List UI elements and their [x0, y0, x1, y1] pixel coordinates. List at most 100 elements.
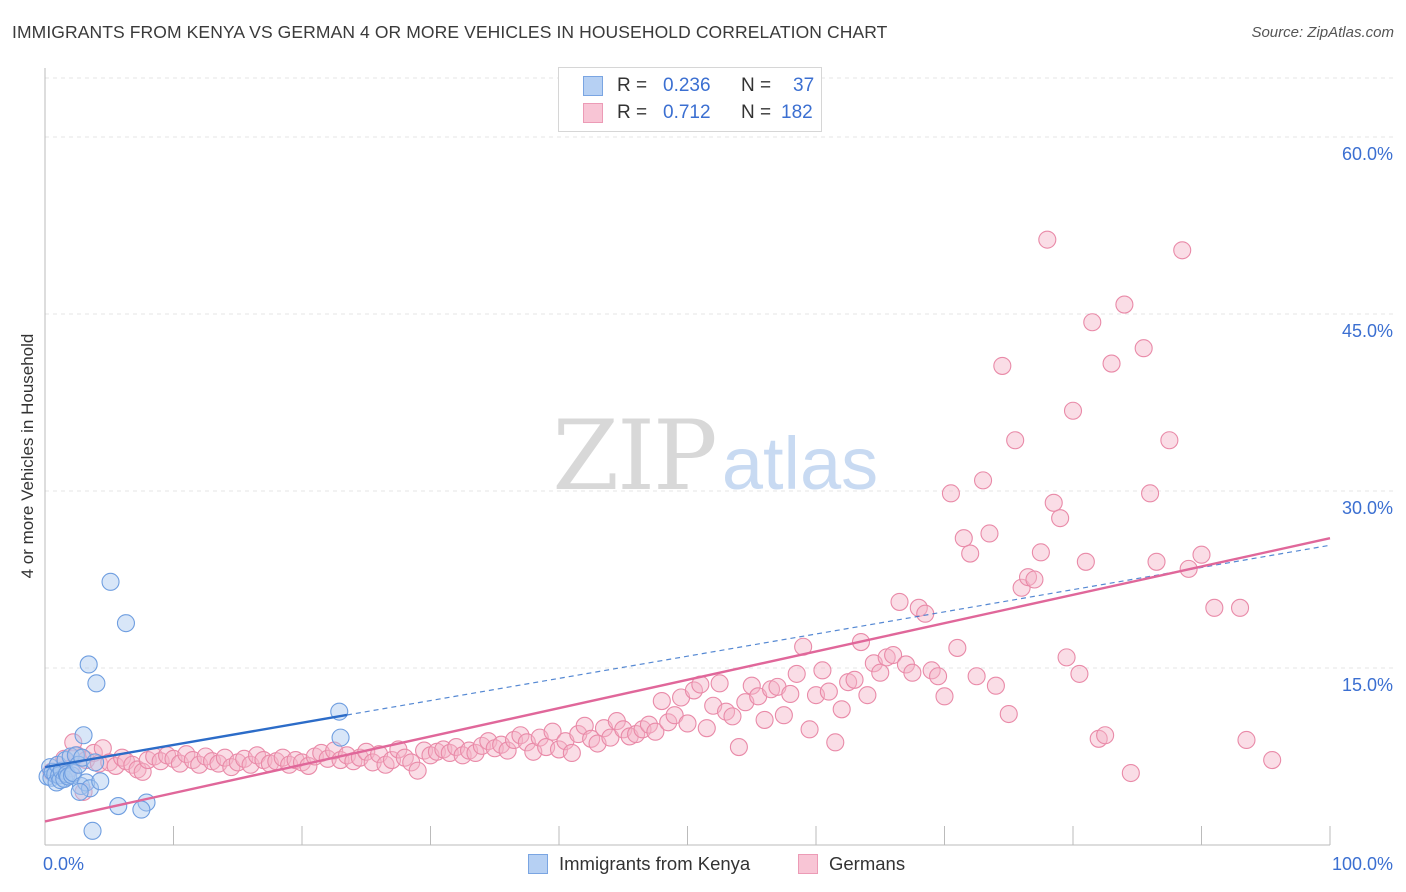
germans-point: [781, 684, 800, 704]
germans-point: [511, 726, 530, 745]
germans-point: [601, 728, 620, 747]
y-tick-label: 60.0%: [1342, 144, 1393, 164]
germans-point: [1006, 431, 1025, 450]
kenya-point: [74, 726, 93, 745]
legend-item-germans: Germans: [798, 853, 905, 875]
germans-point: [1051, 509, 1070, 528]
germans-point: [755, 710, 774, 729]
kenya-point: [331, 728, 350, 747]
germans-point: [954, 529, 973, 548]
r-value: 0.712: [663, 102, 711, 123]
germans-point: [652, 691, 671, 711]
germans-point: [1134, 339, 1153, 358]
germans-point: [729, 738, 748, 757]
germans-point: [562, 743, 581, 763]
y-tick-label: 30.0%: [1342, 498, 1393, 518]
kenya-point: [83, 821, 102, 840]
germans-point: [1096, 726, 1115, 745]
germans-point: [1115, 295, 1134, 314]
x-tick-label: 100.0%: [1332, 854, 1393, 874]
germans-trend-line: [44, 537, 1331, 823]
germans-point: [1063, 401, 1083, 420]
germans-point: [133, 762, 152, 781]
germans-point: [999, 704, 1018, 724]
germans-point: [916, 604, 935, 623]
y-tick-label: 45.0%: [1342, 321, 1393, 341]
germans-point: [659, 713, 678, 732]
n-label: N =: [741, 75, 772, 96]
germans-point: [1102, 354, 1121, 373]
germans-point: [1038, 230, 1057, 249]
germans-point: [723, 707, 742, 726]
kenya-point: [87, 674, 106, 693]
germans-point: [800, 720, 819, 739]
germans-point: [961, 544, 980, 563]
germans-point: [408, 761, 427, 780]
kenya-point: [132, 800, 151, 819]
kenya-point: [70, 782, 89, 801]
germans-point: [1070, 664, 1089, 683]
series-legend: Immigrants from Kenya Germans: [0, 852, 1406, 878]
kenya-point: [80, 779, 100, 798]
r-label: R =: [617, 75, 648, 96]
germans-point: [1237, 730, 1256, 750]
germans-point: [1025, 570, 1044, 589]
germans-point: [993, 356, 1012, 375]
legend-swatch-kenya: [528, 854, 548, 874]
germans-point: [890, 592, 909, 611]
germans-point: [774, 706, 793, 725]
germans-point: [871, 663, 890, 682]
germans-point: [1192, 545, 1211, 564]
germans-point: [819, 682, 838, 701]
watermark-atlas: atlas: [722, 422, 878, 505]
germans-point: [543, 722, 562, 741]
germans-point: [1057, 648, 1076, 667]
kenya-point: [116, 614, 136, 633]
legend-item-kenya: Immigrants from Kenya: [528, 853, 750, 875]
legend-swatch-germans: [583, 103, 603, 123]
germans-point: [884, 645, 903, 665]
germans-point: [941, 484, 960, 503]
germans-point: [813, 661, 832, 680]
legend-row-kenya: R = 0.236 N = 37: [583, 74, 814, 98]
legend-swatch-kenya: [583, 76, 603, 96]
germans-point: [1076, 552, 1095, 571]
legend-row-germans: R = 0.712 N = 182: [583, 101, 813, 125]
germans-point: [1031, 543, 1050, 562]
legend-swatch-germans: [798, 854, 818, 874]
germans-point: [1231, 598, 1250, 617]
r-value: 0.236: [663, 75, 711, 96]
legend-label-kenya: Immigrants from Kenya: [559, 853, 751, 874]
germans-point: [986, 676, 1005, 695]
chart-title: IMMIGRANTS FROM KENYA VS GERMAN 4 OR MOR…: [12, 22, 888, 42]
kenya-point: [101, 572, 120, 591]
germans-point: [1083, 313, 1102, 332]
germans-point: [1121, 763, 1140, 783]
germans-point: [845, 670, 864, 689]
series-germans: [42, 230, 1282, 801]
kenya-trend-line: [44, 713, 348, 769]
y-tick-label: 15.0%: [1342, 675, 1393, 695]
germans-point: [967, 667, 986, 686]
kenya-point: [79, 655, 98, 674]
germans-point: [858, 686, 877, 705]
trend-lines: [44, 537, 1331, 823]
germans-point: [710, 674, 729, 693]
germans-point: [826, 733, 845, 752]
germans-point: [935, 687, 954, 706]
germans-point: [697, 719, 716, 738]
germans-point: [678, 714, 697, 733]
germans-point: [787, 664, 806, 683]
germans-point: [498, 741, 517, 760]
germans-point: [973, 471, 993, 490]
axes: [44, 68, 1331, 846]
grid-lines: [45, 77, 1395, 669]
n-value: 182: [781, 102, 813, 123]
germans-point: [1205, 598, 1224, 617]
germans-point: [1044, 493, 1063, 512]
germans-point: [1173, 241, 1192, 260]
legend-label-germans: Germans: [829, 853, 906, 874]
germans-point: [903, 663, 922, 682]
germans-point: [1141, 484, 1160, 503]
